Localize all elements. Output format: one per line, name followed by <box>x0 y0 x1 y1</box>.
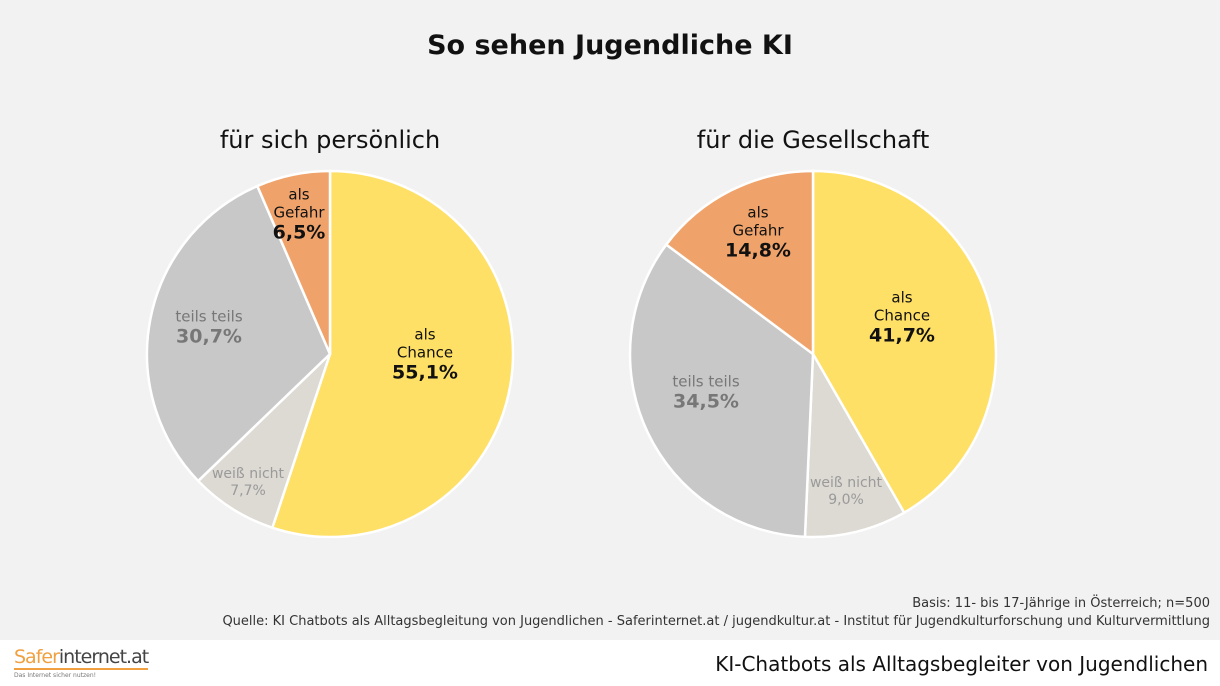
footer-title: KI-Chatbots als Alltagsbegleiter von Jug… <box>715 652 1208 676</box>
pie-slice-gefahr <box>255 169 332 355</box>
label-gefahr-2: als Gefahr 14,8% <box>725 203 791 262</box>
label-gefahr-1: als Gefahr 6,5% <box>272 185 326 244</box>
pie-slice-chance <box>811 169 998 515</box>
label-weiss-1: weiß nicht 7,7% <box>211 466 285 499</box>
chart-title-society: für die Gesellschaft <box>696 126 930 154</box>
source-note: Quelle: KI Chatbots als Alltagsbegleitun… <box>222 614 1210 629</box>
footer: Saferinternet.at Das Internet sicher nut… <box>0 640 1220 686</box>
pie-slice-teils-teils <box>628 242 815 539</box>
pie-slice-chance <box>270 169 515 539</box>
label-chance-1: als Chance 55,1% <box>392 325 458 384</box>
label-teils-1: teils teils 30,7% <box>175 307 243 348</box>
chart-title-personal: für sich persönlich <box>219 126 441 154</box>
label-teils-2: teils teils 34,5% <box>672 372 740 413</box>
pie-slice-teils-teils <box>145 184 332 483</box>
saferinternet-logo[interactable]: Saferinternet.at Das Internet sicher nut… <box>14 646 149 679</box>
label-chance-2: als Chance 41,7% <box>869 288 935 347</box>
pie-slice-gefahr <box>664 169 815 357</box>
basis-note: Basis: 11- bis 17-Jährige in Österreich;… <box>912 596 1210 611</box>
pie-slice-weiss-nicht <box>803 349 906 539</box>
label-weiss-2: weiß nicht 9,0% <box>809 475 883 508</box>
main-title: So sehen Jugendliche KI <box>427 30 793 61</box>
pie-charts <box>145 169 998 539</box>
